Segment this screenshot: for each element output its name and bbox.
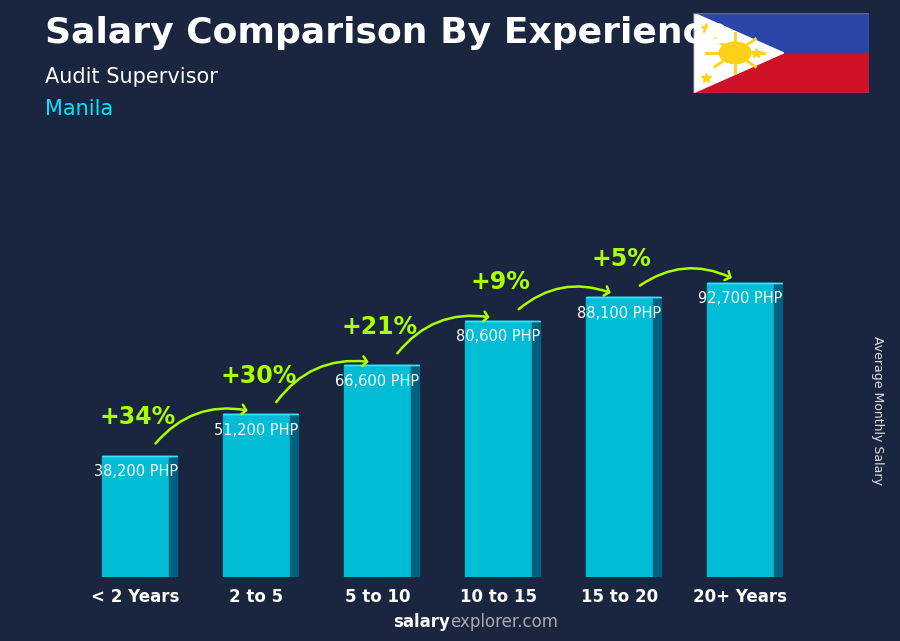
Text: +34%: +34% bbox=[100, 405, 176, 429]
Bar bbox=[586, 297, 652, 577]
Text: +5%: +5% bbox=[592, 247, 652, 271]
Bar bbox=[693, 53, 868, 93]
Polygon shape bbox=[532, 321, 540, 577]
Text: 66,600 PHP: 66,600 PHP bbox=[336, 374, 419, 389]
Polygon shape bbox=[290, 414, 298, 577]
Polygon shape bbox=[652, 297, 662, 577]
Text: 80,600 PHP: 80,600 PHP bbox=[456, 329, 541, 344]
Text: 51,200 PHP: 51,200 PHP bbox=[214, 422, 299, 438]
Polygon shape bbox=[410, 365, 419, 577]
Text: 88,100 PHP: 88,100 PHP bbox=[578, 306, 662, 320]
Text: Audit Supervisor: Audit Supervisor bbox=[45, 67, 218, 87]
Bar bbox=[693, 13, 868, 53]
Text: +30%: +30% bbox=[220, 363, 297, 388]
Bar bbox=[344, 365, 410, 577]
Text: +9%: +9% bbox=[471, 271, 531, 294]
Bar bbox=[465, 321, 532, 577]
Text: Average Monthly Salary: Average Monthly Salary bbox=[871, 336, 884, 485]
Bar bbox=[223, 414, 290, 577]
Text: Salary Comparison By Experience: Salary Comparison By Experience bbox=[45, 16, 728, 50]
Polygon shape bbox=[774, 283, 782, 577]
Text: 38,200 PHP: 38,200 PHP bbox=[94, 464, 177, 479]
Text: salary: salary bbox=[393, 613, 450, 631]
Bar bbox=[707, 283, 774, 577]
Polygon shape bbox=[693, 13, 784, 93]
Bar bbox=[103, 456, 169, 577]
Polygon shape bbox=[169, 456, 177, 577]
Text: explorer.com: explorer.com bbox=[450, 613, 558, 631]
Text: 92,700 PHP: 92,700 PHP bbox=[698, 291, 783, 306]
Circle shape bbox=[719, 42, 751, 63]
Text: Manila: Manila bbox=[45, 99, 113, 119]
Text: +21%: +21% bbox=[342, 315, 418, 339]
